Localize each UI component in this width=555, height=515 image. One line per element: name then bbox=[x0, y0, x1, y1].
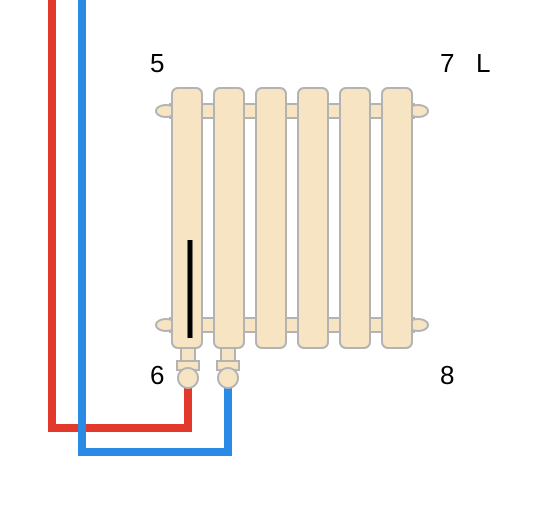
label-bottom-right: 8 bbox=[440, 360, 454, 390]
radiator-column bbox=[214, 88, 244, 348]
radiator-column bbox=[298, 88, 328, 348]
label-side: L bbox=[476, 48, 490, 78]
radiator-header-top bbox=[170, 104, 414, 118]
radiator-column bbox=[340, 88, 370, 348]
valve-hot bbox=[177, 348, 199, 388]
radiator-header-bottom bbox=[170, 318, 414, 332]
valve-cold bbox=[217, 348, 239, 388]
radiator-column bbox=[382, 88, 412, 348]
radiator-column bbox=[256, 88, 286, 348]
label-bottom-left: 6 bbox=[150, 360, 164, 390]
label-top-left: 5 bbox=[150, 48, 164, 78]
label-top-right: 7 bbox=[440, 48, 454, 78]
radiator-column bbox=[172, 88, 202, 348]
